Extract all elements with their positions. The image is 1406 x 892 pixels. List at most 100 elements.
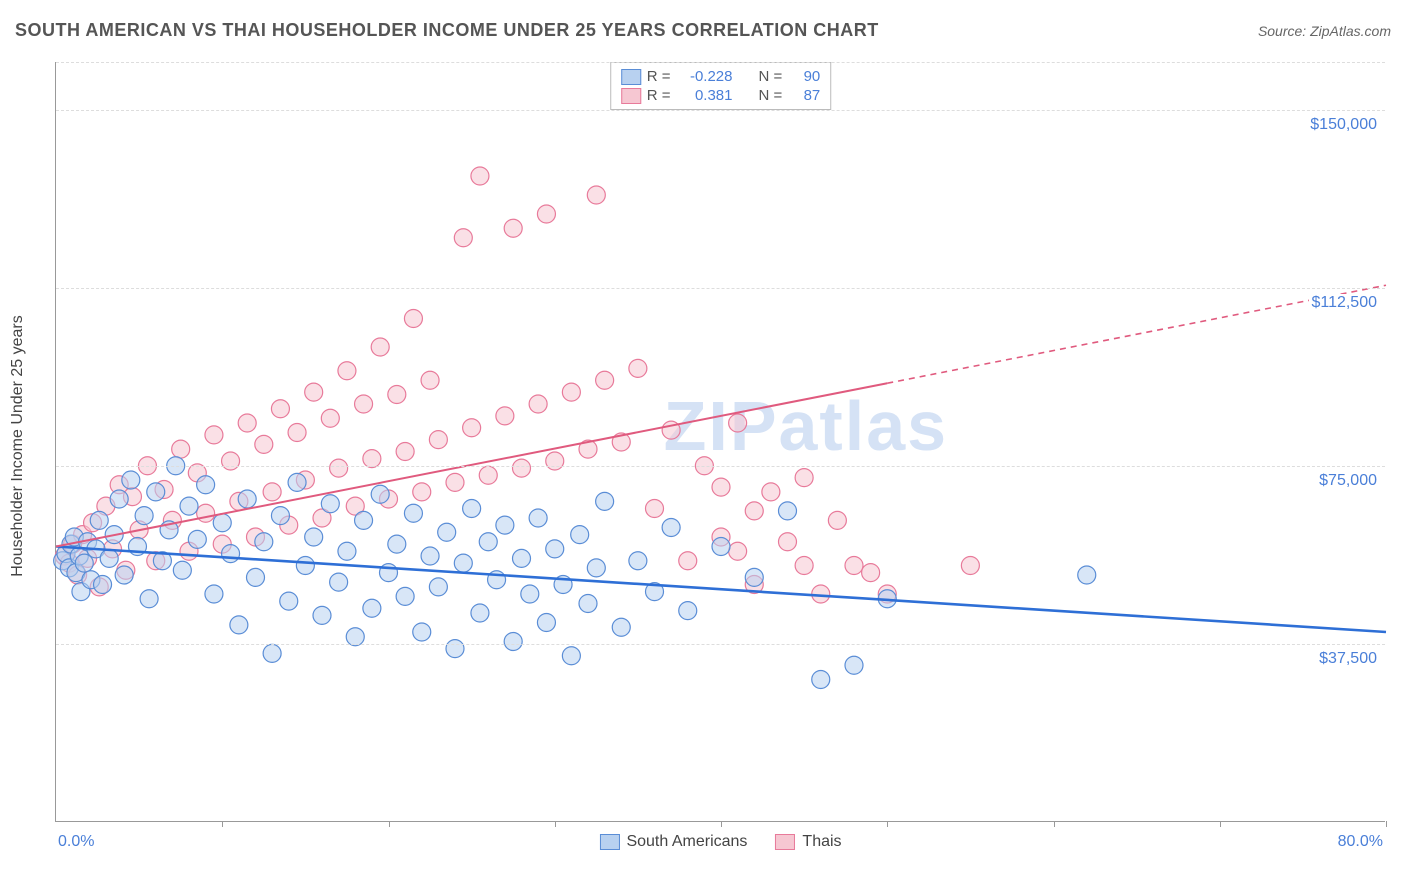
scatter-point <box>463 419 481 437</box>
scatter-point <box>140 590 158 608</box>
scatter-point <box>338 362 356 380</box>
legend-swatch <box>621 69 641 85</box>
legend-swatch <box>599 834 619 850</box>
scatter-point <box>355 395 373 413</box>
scatter-point <box>779 533 797 551</box>
legend-swatch <box>775 834 795 850</box>
scatter-point <box>94 576 112 594</box>
x-tick <box>555 821 556 827</box>
scatter-point <box>404 310 422 328</box>
scatter-point <box>571 526 589 544</box>
legend-n-label: N = <box>759 87 783 104</box>
scatter-point <box>213 514 231 532</box>
gridline <box>56 110 1385 111</box>
legend-swatch <box>621 88 641 104</box>
scatter-point <box>388 535 406 553</box>
scatter-point <box>338 542 356 560</box>
scatter-point <box>180 497 198 515</box>
scatter-point <box>296 557 314 575</box>
scatter-point <box>729 414 747 432</box>
y-tick-label: $112,500 <box>1309 294 1379 312</box>
scatter-point <box>479 466 497 484</box>
scatter-point <box>1078 566 1096 584</box>
chart-source: Source: ZipAtlas.com <box>1258 23 1391 39</box>
scatter-point <box>230 616 248 634</box>
scatter-point <box>454 554 472 572</box>
stats-legend: R = -0.228 N = 90 R = 0.381 N = 87 <box>610 62 832 110</box>
scatter-point <box>90 511 108 529</box>
scatter-point <box>629 552 647 570</box>
scatter-point <box>371 338 389 356</box>
scatter-point <box>263 483 281 501</box>
series-legend-label: South Americans <box>626 833 747 851</box>
scatter-point <box>330 573 348 591</box>
scatter-point <box>238 490 256 508</box>
scatter-point <box>662 519 680 537</box>
scatter-point <box>305 528 323 546</box>
y-tick-label: $37,500 <box>1317 650 1379 668</box>
scatter-point <box>188 530 206 548</box>
scatter-point <box>546 540 564 558</box>
scatter-point <box>562 647 580 665</box>
scatter-point <box>404 504 422 522</box>
scatter-point <box>596 492 614 510</box>
scatter-point <box>413 483 431 501</box>
scatter-point <box>371 485 389 503</box>
scatter-point <box>396 587 414 605</box>
scatter-point <box>413 623 431 641</box>
legend-r-label: R = <box>647 87 671 104</box>
scatter-point <box>446 473 464 491</box>
scatter-point <box>513 459 531 477</box>
scatter-point <box>321 495 339 513</box>
scatter-point <box>712 478 730 496</box>
scatter-point <box>330 459 348 477</box>
scatter-point <box>288 424 306 442</box>
legend-n-value: 87 <box>788 87 820 104</box>
scatter-point <box>255 435 273 453</box>
legend-n-value: 90 <box>788 68 820 85</box>
scatter-point <box>238 414 256 432</box>
scatter-point <box>587 559 605 577</box>
scatter-point <box>762 483 780 501</box>
legend-n-label: N = <box>759 68 783 85</box>
scatter-point <box>122 471 140 489</box>
scatter-point <box>513 549 531 567</box>
scatter-point <box>355 511 373 529</box>
gridline <box>56 62 1385 63</box>
gridline <box>56 288 1385 289</box>
scatter-svg <box>56 62 1385 821</box>
y-tick-label: $75,000 <box>1317 472 1379 490</box>
scatter-point <box>537 614 555 632</box>
x-axis-right-label: 80.0% <box>1338 833 1383 851</box>
scatter-point <box>529 395 547 413</box>
scatter-point <box>438 523 456 541</box>
scatter-point <box>562 383 580 401</box>
scatter-point <box>421 371 439 389</box>
plot-area: ZIPatlas R =-0.228N =90R =0.381N =87 Sou… <box>55 62 1385 822</box>
scatter-point <box>496 516 514 534</box>
scatter-point <box>845 656 863 674</box>
scatter-point <box>172 440 190 458</box>
legend-r-value: -0.228 <box>677 68 733 85</box>
scatter-point <box>828 511 846 529</box>
scatter-point <box>729 542 747 560</box>
x-tick <box>1386 821 1387 827</box>
scatter-point <box>288 473 306 491</box>
scatter-point <box>197 476 215 494</box>
scatter-point <box>205 426 223 444</box>
scatter-point <box>454 229 472 247</box>
scatter-point <box>321 409 339 427</box>
legend-r-label: R = <box>647 68 671 85</box>
scatter-point <box>812 671 830 689</box>
scatter-point <box>779 502 797 520</box>
y-axis-title: Householder Income Under 25 years <box>9 315 27 576</box>
scatter-point <box>271 507 289 525</box>
scatter-point <box>521 585 539 603</box>
legend-r-value: 0.381 <box>677 87 733 104</box>
scatter-point <box>429 578 447 596</box>
x-tick <box>721 821 722 827</box>
chart-title: SOUTH AMERICAN VS THAI HOUSEHOLDER INCOM… <box>15 20 879 41</box>
scatter-point <box>504 219 522 237</box>
scatter-point <box>313 606 331 624</box>
scatter-point <box>115 566 133 584</box>
